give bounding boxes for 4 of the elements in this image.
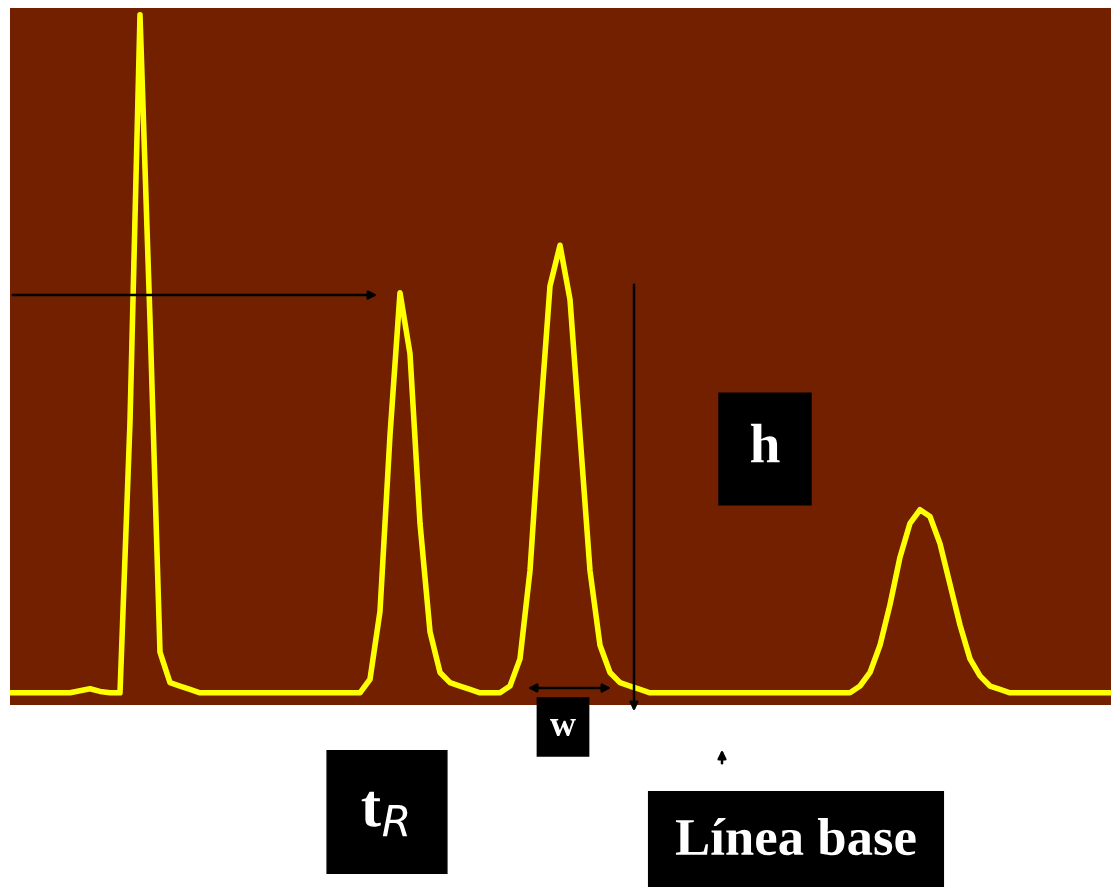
text: w — [550, 719, 576, 737]
text: Línea base — [675, 818, 916, 856]
text: t$_{R}$ — [361, 791, 408, 837]
annotation: h — [750, 423, 780, 463]
